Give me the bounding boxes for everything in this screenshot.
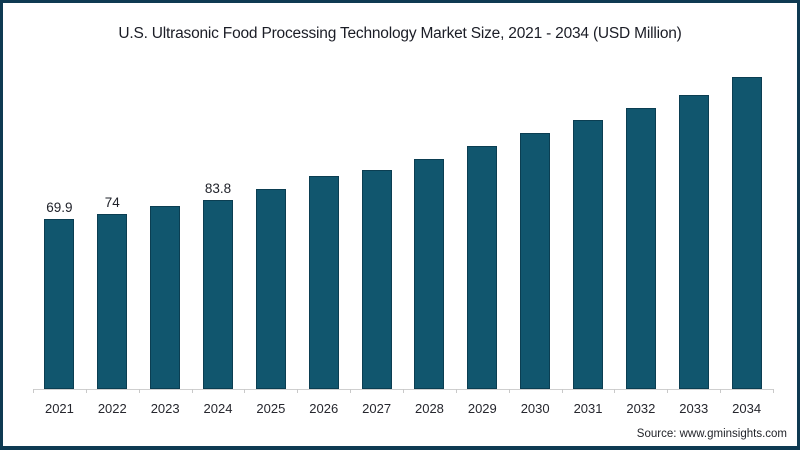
x-tick-label-2026: 2026 — [309, 401, 339, 416]
x-tick-label-2030: 2030 — [520, 401, 550, 416]
x-axis-labels: 2021 2022 2023 2024 2025 2026 2027 2028 2029 2030… — [33, 401, 773, 416]
bar-column-2029 — [456, 63, 509, 389]
bar-2029 — [467, 146, 498, 389]
bar-2032 — [625, 108, 656, 389]
bar-column-2024: 83.8 — [192, 63, 245, 389]
axis-tick — [244, 389, 246, 393]
chart-title: U.S. Ultrasonic Food Processing Technolo… — [118, 25, 682, 42]
bar-column-2033 — [667, 63, 720, 389]
bar-column-2031 — [562, 63, 615, 389]
axis-tick — [455, 389, 457, 393]
bar-column-2028 — [403, 63, 456, 389]
source-credit: Source: www.gminsights.com — [636, 428, 787, 440]
bar-value-label: 74 — [104, 194, 120, 210]
bar-2024 — [203, 200, 233, 389]
axis-tick — [614, 389, 616, 393]
axis-tick — [667, 389, 669, 393]
bar-column-2030 — [509, 63, 562, 389]
bar-column-2027 — [350, 63, 403, 389]
x-tick-label-2025: 2025 — [256, 401, 286, 416]
bar-2028 — [414, 159, 445, 389]
bar-2033 — [678, 95, 709, 389]
x-tick-label-2023: 2023 — [150, 401, 180, 416]
bar-column-2026 — [297, 63, 350, 389]
bar-2027 — [361, 170, 392, 389]
axis-tick — [191, 389, 193, 393]
bar-2025 — [255, 189, 286, 389]
x-tick-label-2022: 2022 — [97, 401, 127, 416]
plot-area: 69.9 74 83.8 — [33, 63, 774, 393]
bar-column-2025 — [244, 63, 297, 389]
axis-tick — [720, 389, 722, 393]
bar-column-2021: 69.9 — [33, 63, 86, 389]
x-tick-label-2028: 2028 — [414, 401, 444, 416]
bar-2030 — [520, 133, 551, 389]
x-tick-label-2031: 2031 — [573, 401, 603, 416]
bar-2022 — [97, 214, 128, 389]
axis-tick — [508, 389, 510, 393]
x-tick-label-2032: 2032 — [626, 401, 656, 416]
x-tick-label-2033: 2033 — [679, 401, 709, 416]
x-tick-label-2024: 2024 — [203, 401, 233, 416]
bar-value-label: 83.8 — [204, 180, 232, 196]
x-tick-label-2029: 2029 — [467, 401, 497, 416]
axis-tick — [297, 389, 299, 393]
bar-2021 — [44, 219, 75, 389]
bar-2023 — [150, 206, 181, 389]
bar-column-2034 — [720, 63, 773, 389]
x-tick-label-2034: 2034 — [732, 401, 762, 416]
bar-column-2032 — [614, 63, 667, 389]
axis-tick — [350, 389, 352, 393]
bar-column-2022: 74 — [86, 63, 139, 389]
bar-2031 — [573, 120, 604, 389]
bar-2026 — [308, 176, 339, 389]
x-tick-label-2021: 2021 — [44, 401, 74, 416]
axis-tick — [138, 389, 140, 393]
bar-2034 — [731, 77, 762, 389]
x-tick-label-2027: 2027 — [362, 401, 392, 416]
axis-tick — [773, 389, 774, 393]
axis-tick — [561, 389, 563, 393]
axis-tick — [403, 389, 404, 393]
bar-value-label: 69.9 — [46, 199, 73, 215]
bar-column-2023 — [139, 63, 192, 389]
axis-tick — [33, 389, 34, 393]
axis-tick — [85, 389, 87, 393]
